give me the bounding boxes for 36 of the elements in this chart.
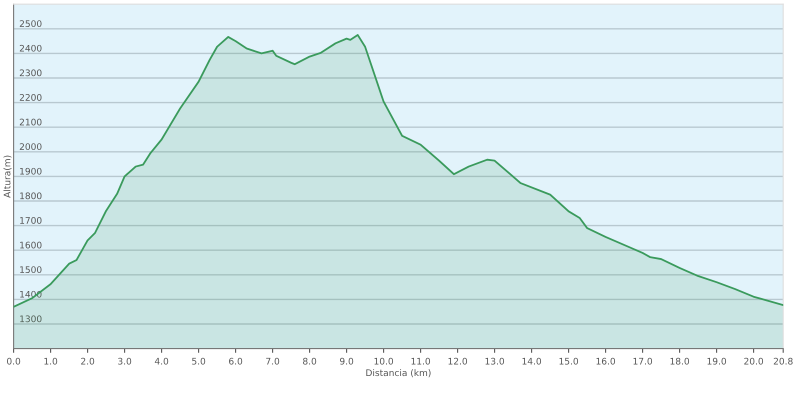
x-tick-label: 17.0: [634, 358, 652, 365]
y-tick-label: 1700: [20, 217, 42, 224]
x-tick-label: 14.0: [522, 358, 542, 365]
x-tick-label: 13.0: [486, 358, 504, 365]
x-tick-label: 2.0: [81, 358, 94, 365]
y-tick-label: 1500: [20, 266, 42, 274]
y-tick-label: 2300: [20, 69, 42, 76]
x-tick-label: 18.0: [670, 358, 690, 365]
x-tick-label: 3.0: [118, 358, 132, 365]
y-axis-title: Altura(m): [3, 156, 12, 198]
x-tick-label: 1.0: [44, 358, 58, 365]
y-tick-label: 1300: [20, 315, 42, 322]
x-tick-label: 9.0: [340, 358, 354, 365]
x-tick-label: 20.0: [744, 358, 764, 365]
x-tick-label: 0.0: [7, 358, 20, 365]
x-tick-label: 10.0: [374, 358, 394, 365]
x-tick-label: 11.0: [412, 358, 430, 365]
y-tick-label: 1900: [20, 168, 42, 175]
y-tick-label: 2100: [20, 118, 42, 126]
x-tick-label: 7.0: [266, 358, 280, 365]
x-tick-label: 15.0: [560, 358, 578, 365]
x-tick-label: 16.0: [596, 358, 616, 365]
x-tick-label: 6.0: [229, 358, 242, 365]
x-tick-label: 5.0: [192, 358, 206, 365]
y-tick-label: 2200: [20, 94, 42, 101]
y-tick-label: 2500: [20, 20, 42, 28]
y-tick-label: 2400: [20, 44, 42, 52]
y-tick-label: 1600: [20, 242, 42, 248]
x-tick-label: 4.0: [154, 358, 168, 365]
y-tick-label: 1800: [20, 192, 42, 200]
y-tick-label: 2000: [20, 143, 42, 150]
x-tick-label: 19.0: [708, 358, 726, 365]
x-tick-label: 8.0: [303, 358, 316, 365]
x-axis-title: Distancia (km): [366, 369, 431, 378]
x-tick-label: 20.8: [774, 358, 793, 365]
x-tick-label: 12.0: [448, 358, 468, 365]
